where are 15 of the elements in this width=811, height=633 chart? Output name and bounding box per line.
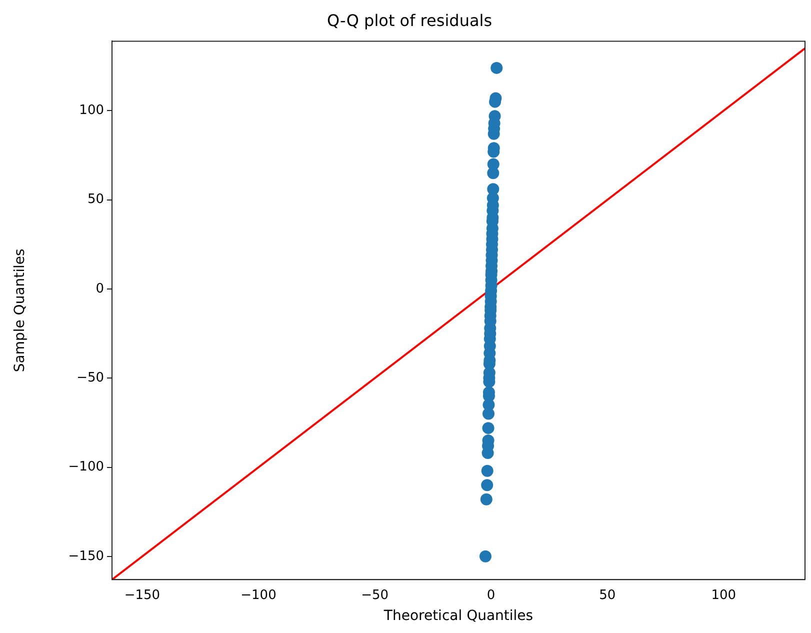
y-tick-label: 100 [79,103,104,118]
x-tick-label: 50 [599,588,616,603]
x-axis-title: Theoretical Quantiles [382,608,534,624]
y-tick-label: 0 [96,281,104,296]
y-tick-label: −50 [76,370,104,386]
chart-title: Q-Q plot of residuals [326,10,492,30]
x-tick-label: −50 [361,588,388,603]
x-tick-label: 0 [486,588,496,603]
x-tick-label: 100 [711,588,736,603]
x-tick-label: −150 [124,588,160,603]
y-axis-title: Sample Quantiles [12,248,28,372]
y-tick-label: −100 [68,460,104,475]
x-tick-label: −100 [240,588,276,603]
y-tick-label: −150 [68,548,104,564]
y-tick-label: 50 [87,192,104,208]
